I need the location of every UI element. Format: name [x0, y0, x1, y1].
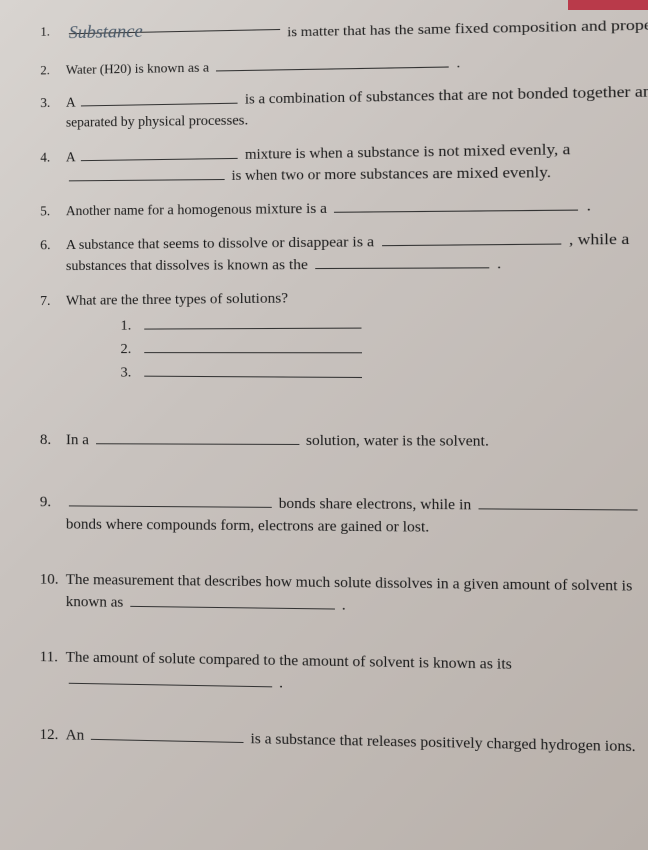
question-text: bonds share electrons, while in bonds wh… [66, 491, 648, 541]
text-segment: mixture is when a substance is not mixed… [245, 140, 570, 161]
question-2: 2. Water (H20) is known as a . [40, 45, 648, 79]
blank-line [81, 144, 238, 160]
question-number: 11. [40, 646, 66, 692]
blank-line [69, 166, 225, 181]
text-segment: is a combination of substances that are … [66, 81, 648, 130]
blank-line [315, 253, 489, 269]
question-number: 2. [40, 60, 65, 80]
question-number: 10. [40, 568, 66, 614]
blank-line [144, 339, 362, 354]
question-4: 4. A mixture is when a substance is not … [40, 135, 648, 188]
question-6: 6. A substance that seems to dissolve or… [40, 227, 648, 277]
blank-line [69, 669, 272, 688]
question-text: Another name for a homogenous mixture is… [66, 193, 648, 222]
question-text: A is a combination of substances that ar… [66, 79, 648, 134]
blank-line [334, 195, 578, 213]
text-segment: Water (H20) is known as a [66, 58, 213, 76]
question-number: 5. [40, 201, 66, 221]
question-number: 8. [40, 429, 66, 452]
sub-number: 2. [121, 339, 142, 360]
text-segment: A [66, 149, 78, 164]
sub-item: 3. [121, 363, 648, 389]
sub-item: 2. [121, 338, 648, 362]
blank-line [144, 363, 362, 379]
text-segment: In a [66, 432, 93, 448]
blank-line [130, 592, 335, 610]
blank-line [91, 724, 244, 742]
question-text: A substance that seems to dissolve or di… [66, 227, 648, 277]
blank-line: Substance [69, 16, 280, 34]
sub-number: 3. [121, 363, 142, 385]
text-segment: bonds share electrons, while in [279, 495, 476, 513]
question-3: 3. A is a combination of substances that… [40, 79, 648, 134]
text-segment: . [456, 53, 460, 70]
text-segment: bonds where compounds form, electrons ar… [66, 517, 429, 536]
question-number: 7. [40, 291, 66, 312]
question-number: 9. [40, 491, 66, 536]
question-number: 3. [40, 93, 66, 134]
question-text: Water (H20) is known as a . [66, 45, 648, 79]
question-11: 11. The amount of solute compared to the… [40, 646, 648, 702]
question-text: What are the three types of solutions? [66, 282, 648, 312]
blank-line [96, 429, 299, 445]
question-number: 12. [40, 723, 66, 746]
blank-line [69, 491, 272, 508]
text-segment: An [66, 727, 88, 744]
text-segment: solution, water is the solvent. [306, 433, 489, 450]
question-text: A mixture is when a substance is not mix… [66, 135, 648, 188]
question-7: 7. What are the three types of solutions… [40, 282, 648, 391]
question-number: 4. [40, 147, 66, 188]
question-10: 10. The measurement that describes how m… [40, 568, 648, 621]
text-segment: . [279, 675, 283, 691]
text-segment: is a substance that releases positively … [251, 731, 636, 755]
text-segment: Another name for a homogenous mixture is… [66, 200, 331, 218]
blank-line [478, 494, 637, 511]
worksheet-page: 1. Substance is matter that has the same… [40, 9, 648, 759]
sub-number: 1. [121, 316, 142, 338]
question-text: The measurement that describes how much … [66, 569, 648, 622]
sublist: 1. 2. 3. [121, 311, 648, 391]
text-segment: A substance that seems to dissolve or di… [66, 235, 378, 254]
blank-line [81, 90, 238, 107]
question-text: Substance is matter that has the same fi… [66, 5, 648, 46]
handwritten-answer: Substance [69, 20, 143, 42]
sub-item: 1. [121, 311, 648, 337]
question-8: 8. In a solution, water is the solvent. [40, 429, 648, 454]
question-number: 6. [40, 235, 66, 277]
text-segment: . [586, 197, 591, 214]
question-text: The amount of solute compared to the amo… [66, 646, 648, 702]
blank-line [144, 314, 362, 330]
blank-line [216, 52, 449, 71]
text-segment: . [497, 256, 501, 273]
blank-line [382, 229, 561, 246]
text-segment: is when two or more substances are mixed… [232, 163, 552, 183]
question-1: 1. Substance is matter that has the same… [40, 5, 648, 46]
text-segment: A [66, 94, 78, 109]
question-9: 9. bonds share electrons, while in bonds… [40, 491, 648, 542]
question-text: In a solution, water is the solvent. [66, 429, 648, 454]
text-segment: is matter that has the same fixed compos… [287, 15, 648, 40]
question-5: 5. Another name for a homogenous mixture… [40, 193, 648, 222]
question-number: 1. [40, 21, 65, 46]
text-segment: . [342, 598, 346, 614]
